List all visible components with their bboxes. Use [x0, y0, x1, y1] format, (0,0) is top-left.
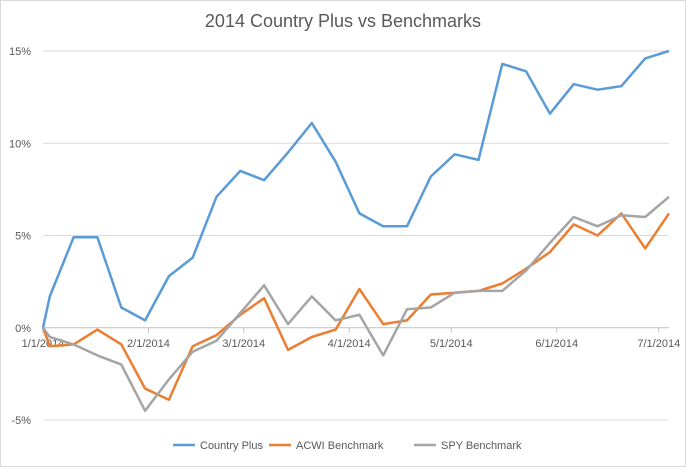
- y-tick-label: 15%: [9, 46, 31, 58]
- x-tick-label: 4/1/2014: [328, 338, 371, 350]
- x-axis-tick-labels: 1/1/2014 2/1/2014 3/1/2014 4/1/2014 5/1/2014…: [22, 338, 681, 350]
- series-lines: [41, 49, 671, 413]
- y-tick-label: 10%: [9, 138, 31, 150]
- x-tick-label: 7/1/2014: [637, 338, 680, 350]
- x-axis: [42, 327, 669, 333]
- series-line-spy-benchmark: [41, 195, 670, 413]
- x-tick-label: 6/1/2014: [535, 338, 578, 350]
- y-tick-label: 5%: [15, 231, 31, 243]
- legend-label: SPY Benchmark: [441, 440, 522, 452]
- series-line-country-plus: [41, 49, 670, 329]
- y-tick-label: -5%: [11, 415, 31, 427]
- chart-title: 2014 Country Plus vs Benchmarks: [204, 11, 482, 31]
- x-tick-label: 2/1/2014: [127, 338, 170, 350]
- y-tick-label: 0%: [15, 323, 31, 335]
- x-tick-label: 5/1/2014: [430, 338, 473, 350]
- legend: Country Plus ACWI Benchmark SPY Benchmark: [173, 440, 522, 452]
- x-tick-label: 3/1/2014: [222, 338, 265, 350]
- legend-label: Country Plus: [200, 440, 263, 452]
- y-axis-tick-labels: -5% 0% 5% 10% 15%: [9, 46, 31, 427]
- gridlines: [43, 50, 669, 421]
- series-line-acwi-benchmark: [41, 212, 671, 401]
- legend-label: ACWI Benchmark: [296, 440, 384, 452]
